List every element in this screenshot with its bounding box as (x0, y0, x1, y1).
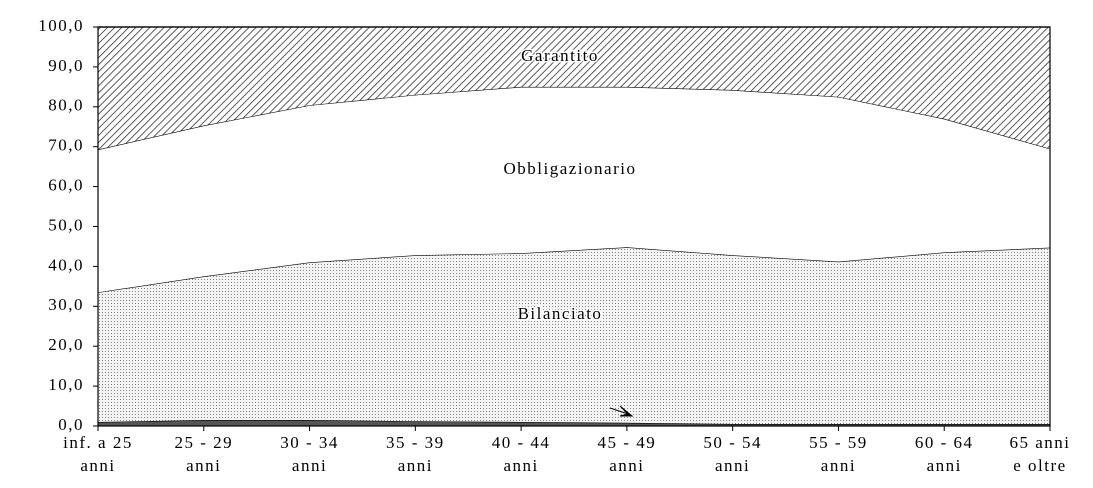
x-tick-label: 40 - 44 (492, 433, 551, 452)
x-tick-label: 65 anni (1009, 433, 1070, 452)
y-tick-label: 0,0 (58, 415, 84, 434)
y-tick-label: 20,0 (48, 335, 84, 354)
y-tick-label: 90,0 (48, 56, 84, 75)
x-tick-label: 25 - 29 (174, 433, 233, 452)
x-tick-label: anni (715, 456, 750, 475)
y-tick-label: 10,0 (48, 375, 84, 394)
x-tick-label: anni (927, 456, 962, 475)
x-tick-label: anni (609, 456, 644, 475)
x-tick-label: 35 - 39 (386, 433, 445, 452)
series-label: Obbligazionario (504, 159, 637, 178)
y-tick-label: 80,0 (48, 96, 84, 115)
series-label: Garantito (521, 46, 599, 65)
x-tick-label: anni (821, 456, 856, 475)
x-tick-label: anni (292, 456, 327, 475)
annotation-arrow (609, 405, 634, 417)
x-tick-label: 60 - 64 (915, 433, 974, 452)
x-tick-label: anni (80, 456, 115, 475)
x-tick-label: e oltre (1013, 456, 1066, 475)
x-tick-label: 45 - 49 (598, 433, 657, 452)
x-tick-label: anni (503, 456, 538, 475)
x-tick-label: 55 - 59 (809, 433, 868, 452)
x-tick-label: anni (398, 456, 433, 475)
area (98, 27, 1050, 150)
area (98, 86, 1050, 293)
x-tick-label: anni (186, 456, 221, 475)
x-tick-label: 50 - 54 (703, 433, 762, 452)
y-tick-label: 50,0 (48, 215, 84, 234)
x-tick-label: inf. a 25 (63, 433, 133, 452)
y-tick-label: 60,0 (48, 176, 84, 195)
y-tick-label: 70,0 (48, 136, 84, 155)
y-tick-label: 30,0 (48, 295, 84, 314)
series-label: Bilanciato (518, 304, 603, 323)
y-tick-label: 40,0 (48, 255, 84, 274)
y-tick-label: 100,0 (38, 16, 84, 35)
x-tick-label: 30 - 34 (280, 433, 339, 452)
area (98, 247, 1050, 425)
